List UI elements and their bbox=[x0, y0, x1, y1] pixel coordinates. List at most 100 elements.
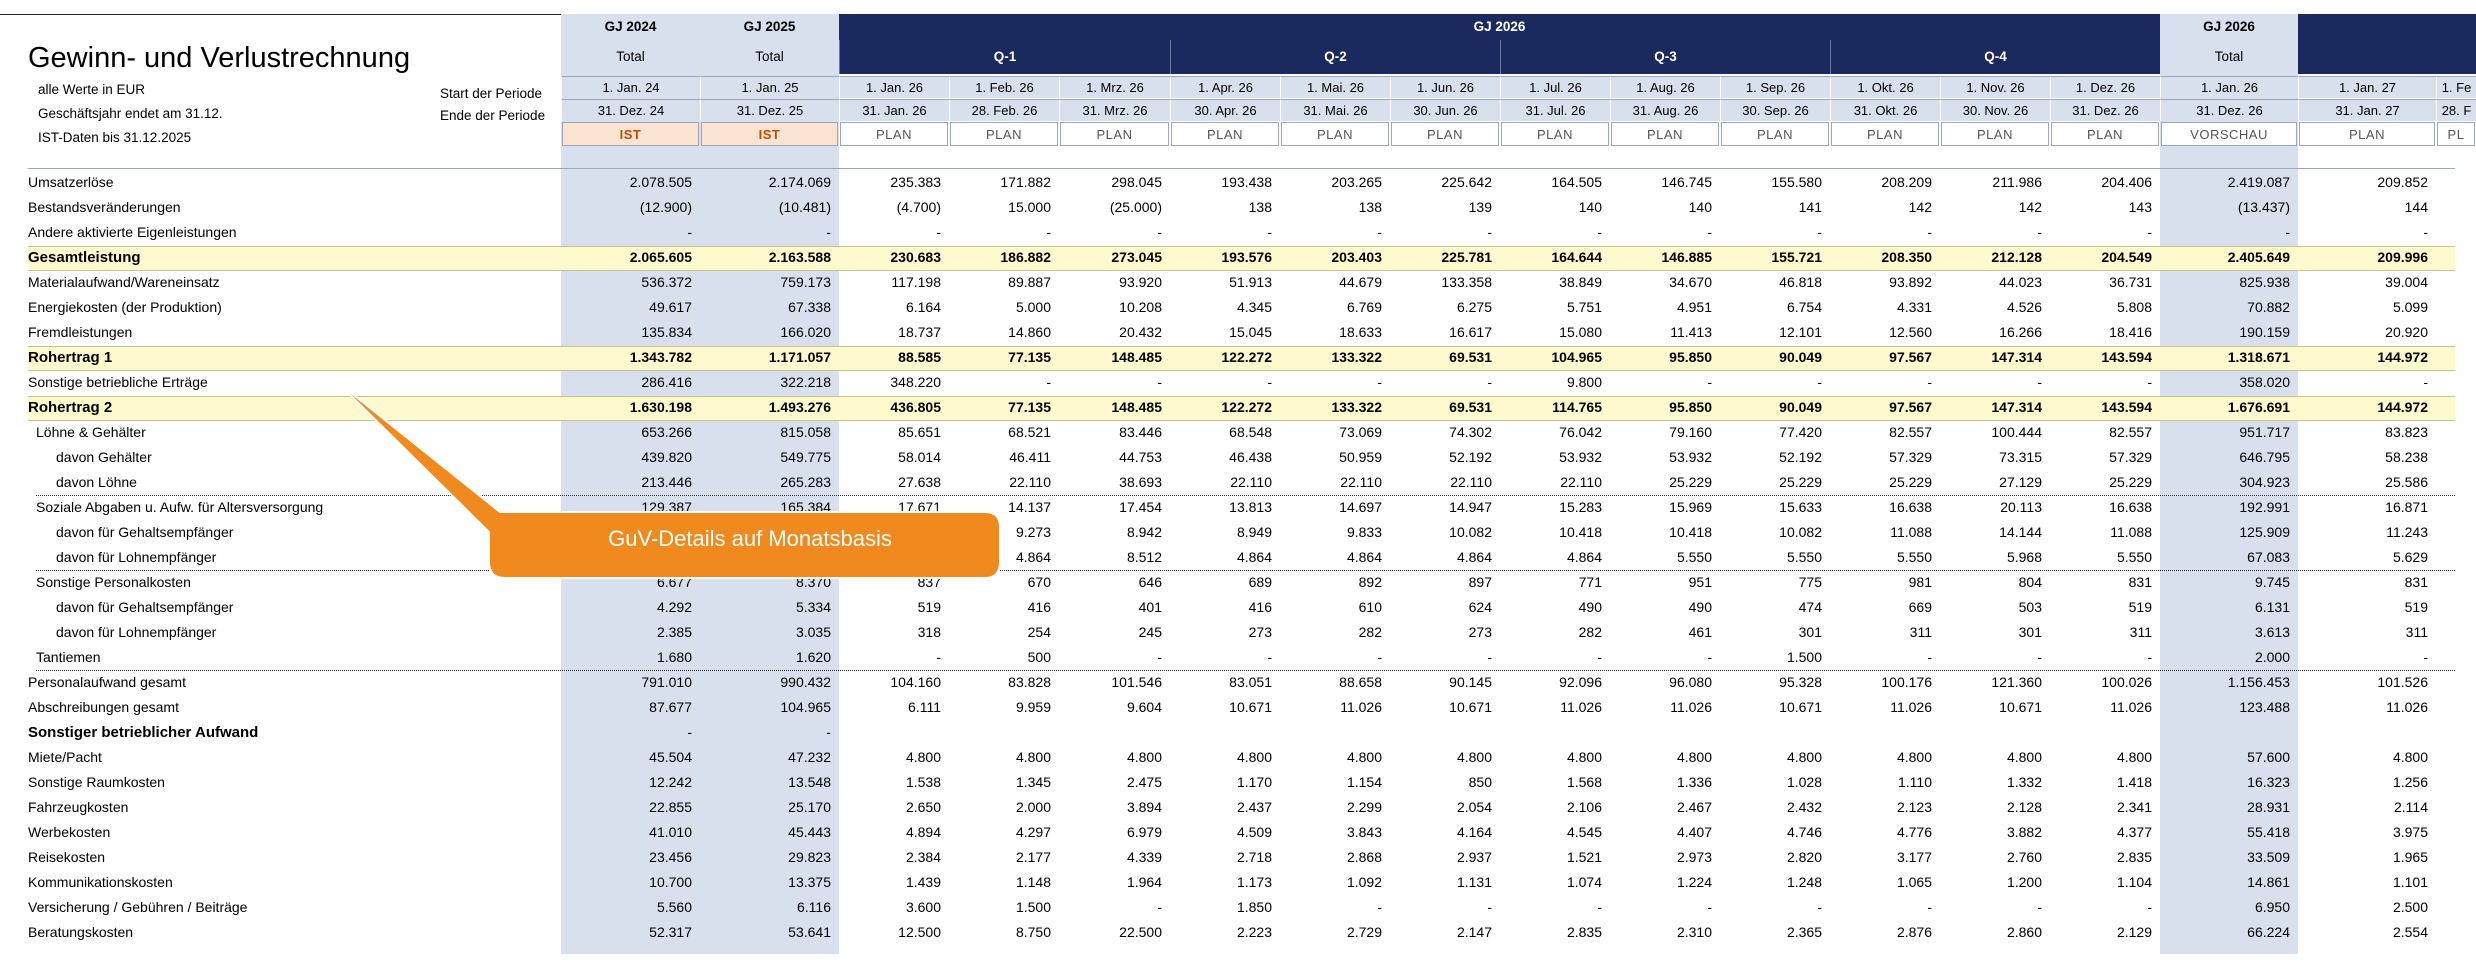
value-cell[interactable]: 311 bbox=[2129, 624, 2152, 640]
value-cell[interactable] bbox=[1059, 720, 1166, 745]
value-cell[interactable]: (10.481) bbox=[778, 199, 831, 215]
value-cell[interactable] bbox=[2436, 895, 2472, 920]
value-cell[interactable]: 11.026 bbox=[1560, 699, 1602, 715]
value-cell[interactable]: 536.372 bbox=[641, 274, 692, 290]
value-cell[interactable]: 831 bbox=[2128, 574, 2152, 590]
value-cell[interactable]: 282 bbox=[1578, 624, 1602, 640]
value-cell[interactable]: 503 bbox=[2018, 599, 2042, 615]
value-cell[interactable]: 144.972 bbox=[2377, 399, 2428, 415]
value-cell[interactable]: 204.549 bbox=[2101, 249, 2152, 265]
value-cell[interactable]: 166.020 bbox=[780, 324, 831, 340]
value-cell[interactable]: 22.110 bbox=[1450, 474, 1492, 490]
value-cell[interactable]: 155.580 bbox=[1771, 174, 1822, 190]
value-cell[interactable]: 142 bbox=[1908, 199, 1932, 215]
value-cell[interactable]: 33.509 bbox=[2247, 849, 2290, 865]
value-cell[interactable]: 16.638 bbox=[2109, 499, 2152, 515]
value-cell[interactable]: 209.852 bbox=[2377, 174, 2428, 190]
value-cell[interactable]: 2.299 bbox=[1346, 799, 1382, 815]
value-cell[interactable]: 9.800 bbox=[1566, 374, 1602, 390]
value-cell[interactable]: 3.975 bbox=[2392, 824, 2428, 840]
value-cell[interactable]: 500 bbox=[1027, 649, 1051, 665]
value-cell[interactable]: 1.248 bbox=[1786, 874, 1822, 890]
value-cell[interactable]: - bbox=[1267, 374, 1272, 390]
value-cell[interactable]: 83.446 bbox=[1119, 424, 1162, 440]
value-cell[interactable]: - bbox=[2147, 374, 2152, 390]
value-cell[interactable]: 1.171.057 bbox=[768, 349, 831, 365]
value-cell[interactable]: 122.272 bbox=[1221, 399, 1272, 415]
value-cell[interactable]: 90.049 bbox=[1779, 399, 1822, 415]
value-cell[interactable]: 286.416 bbox=[641, 374, 692, 390]
value-cell[interactable] bbox=[2436, 695, 2472, 720]
value-cell[interactable]: 83.823 bbox=[2385, 424, 2428, 440]
value-cell[interactable]: 208.209 bbox=[1881, 174, 1932, 190]
value-cell[interactable]: 1.154 bbox=[1346, 774, 1382, 790]
value-cell[interactable]: 22.110 bbox=[1560, 474, 1602, 490]
value-cell[interactable]: 148.485 bbox=[1111, 349, 1162, 365]
value-cell[interactable]: - bbox=[1377, 649, 1382, 665]
value-cell[interactable]: - bbox=[2037, 899, 2042, 915]
value-cell[interactable] bbox=[1830, 720, 1936, 745]
value-cell[interactable]: - bbox=[1157, 899, 1162, 915]
value-cell[interactable]: 2.467 bbox=[1676, 799, 1712, 815]
value-cell[interactable]: - bbox=[1817, 224, 1822, 240]
value-cell[interactable]: 9.745 bbox=[2254, 574, 2290, 590]
value-cell[interactable]: 11.243 bbox=[2386, 524, 2428, 540]
value-cell[interactable] bbox=[2436, 420, 2472, 445]
value-cell[interactable]: 1.500 bbox=[1015, 899, 1051, 915]
value-cell[interactable]: 25.229 bbox=[1779, 474, 1822, 490]
value-cell[interactable]: 209.996 bbox=[2377, 249, 2428, 265]
value-cell[interactable] bbox=[1390, 720, 1496, 745]
value-cell[interactable] bbox=[2436, 270, 2472, 295]
value-cell[interactable]: 273 bbox=[1248, 624, 1272, 640]
value-cell[interactable]: 10.671 bbox=[1449, 699, 1492, 715]
value-cell[interactable]: - bbox=[1927, 374, 1932, 390]
value-cell[interactable]: 1.439 bbox=[905, 874, 941, 890]
value-cell[interactable]: 490 bbox=[1688, 599, 1712, 615]
value-cell[interactable]: 2.054 bbox=[1456, 799, 1492, 815]
value-cell[interactable]: 1.104 bbox=[2116, 874, 2152, 890]
value-cell[interactable]: 1.110 bbox=[1898, 774, 1932, 790]
value-cell[interactable]: 3.613 bbox=[2254, 624, 2290, 640]
value-cell[interactable]: 85.651 bbox=[898, 424, 941, 440]
value-cell[interactable]: - bbox=[1707, 224, 1712, 240]
value-cell[interactable]: - bbox=[1707, 649, 1712, 665]
value-cell[interactable]: 5.334 bbox=[795, 599, 831, 615]
value-cell[interactable]: 245 bbox=[1138, 624, 1162, 640]
value-cell[interactable]: 146.745 bbox=[1661, 174, 1712, 190]
value-cell[interactable]: 15.969 bbox=[1669, 499, 1712, 515]
value-cell[interactable]: 4.509 bbox=[1236, 824, 1272, 840]
value-cell[interactable]: 121.360 bbox=[1991, 674, 2042, 690]
value-cell[interactable]: 46.818 bbox=[1779, 274, 1822, 290]
value-cell[interactable]: 68.521 bbox=[1008, 424, 1051, 440]
value-cell[interactable]: 2.820 bbox=[1786, 849, 1822, 865]
value-cell[interactable]: 4.164 bbox=[1456, 824, 1492, 840]
value-cell[interactable] bbox=[949, 720, 1055, 745]
value-cell[interactable] bbox=[1280, 720, 1386, 745]
value-cell[interactable]: 1.200 bbox=[2006, 874, 2042, 890]
value-cell[interactable]: 6.116 bbox=[797, 899, 831, 915]
value-cell[interactable]: 4.800 bbox=[2006, 749, 2042, 765]
value-cell[interactable]: - bbox=[2147, 899, 2152, 915]
value-cell[interactable]: 51.913 bbox=[1229, 274, 1272, 290]
value-cell[interactable]: 20.113 bbox=[2000, 499, 2042, 515]
value-cell[interactable]: 10.700 bbox=[649, 874, 692, 890]
value-cell[interactable]: 15.283 bbox=[1559, 499, 1602, 515]
value-cell[interactable]: 624 bbox=[1468, 599, 1492, 615]
value-cell[interactable]: 2.174.069 bbox=[768, 174, 831, 190]
value-cell[interactable]: 192.991 bbox=[2239, 499, 2290, 515]
value-cell[interactable]: 771 bbox=[1578, 574, 1602, 590]
value-cell[interactable]: 18.416 bbox=[2109, 324, 2152, 340]
value-cell[interactable]: 148.485 bbox=[1111, 399, 1162, 415]
value-cell[interactable] bbox=[839, 720, 945, 745]
value-cell[interactable]: 2.123 bbox=[1896, 799, 1932, 815]
value-cell[interactable] bbox=[2436, 795, 2472, 820]
value-cell[interactable]: - bbox=[2423, 224, 2428, 240]
value-cell[interactable]: 1.850 bbox=[1236, 899, 1272, 915]
value-cell[interactable]: 97.567 bbox=[1889, 399, 1932, 415]
value-cell[interactable]: 79.160 bbox=[1669, 424, 1712, 440]
value-cell[interactable]: 12.242 bbox=[649, 774, 692, 790]
value-cell[interactable] bbox=[2436, 820, 2472, 845]
value-cell[interactable]: 4.864 bbox=[1566, 549, 1602, 565]
value-cell[interactable]: 186.882 bbox=[1000, 249, 1051, 265]
value-cell[interactable]: 1.224 bbox=[1676, 874, 1712, 890]
